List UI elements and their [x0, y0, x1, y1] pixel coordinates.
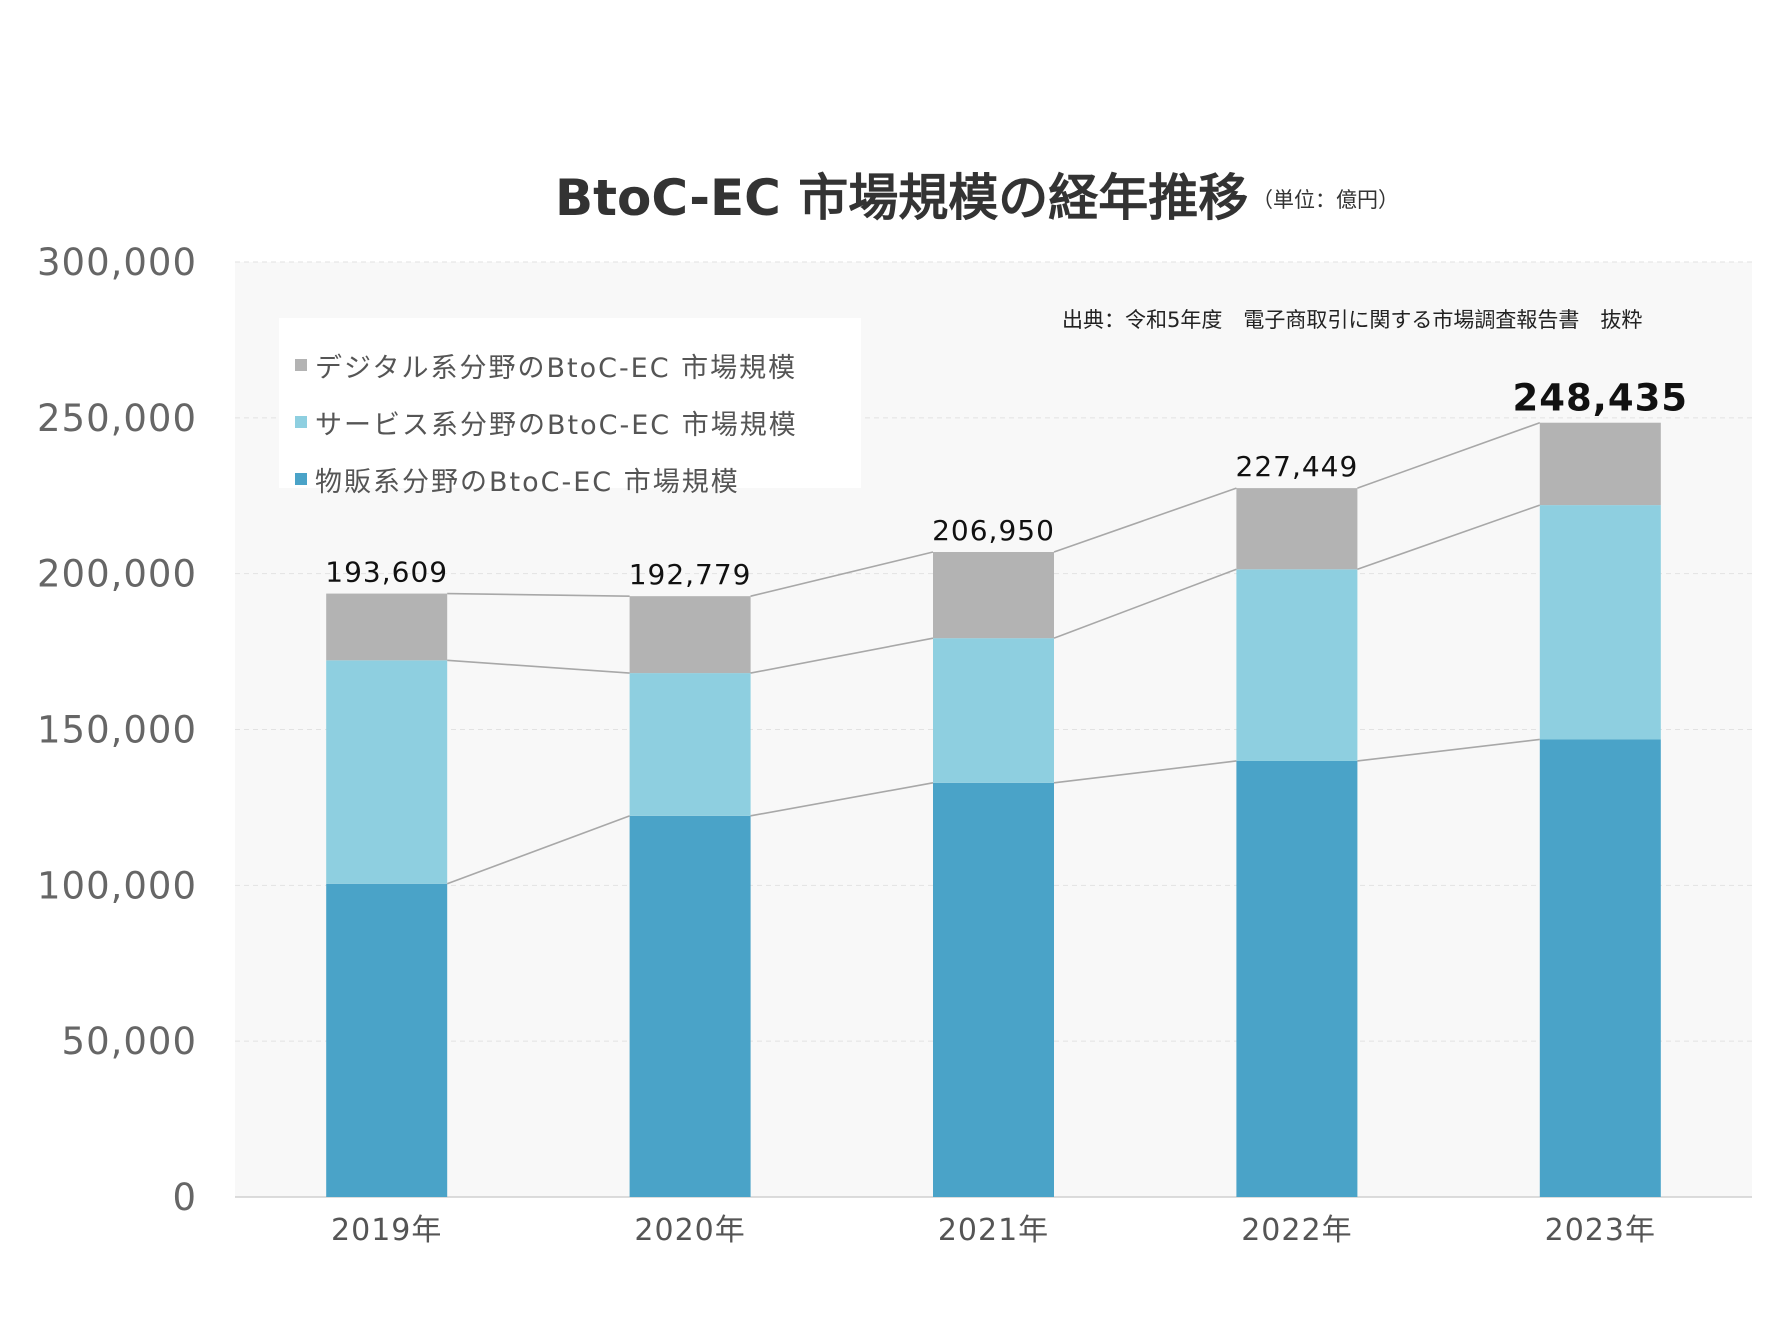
bar-segment — [326, 593, 448, 661]
total-data-label: 206,950 — [932, 514, 1055, 547]
x-tick-label: 2023年 — [1545, 1213, 1656, 1248]
bar-segment — [1236, 569, 1358, 761]
connector-line — [447, 659, 630, 674]
connector-line — [750, 782, 934, 817]
bar-segment — [933, 782, 1054, 1197]
connector-line — [446, 815, 630, 885]
legend-label-goods: 物販系分野のBtoC-EC 市場規模 — [315, 466, 740, 498]
y-tick-label: 250,000 — [37, 397, 197, 440]
chart-title: BtoC-EC 市場規模の経年推移 — [555, 169, 1249, 227]
bar-segment — [933, 638, 1054, 783]
bar-segment — [1236, 488, 1358, 570]
bar-segment — [629, 673, 751, 816]
total-data-label: 192,779 — [629, 558, 752, 591]
legend-item-digital: デジタル系分野のBtoC-EC 市場規模 — [295, 345, 797, 385]
x-tick-label: 2022年 — [1241, 1213, 1352, 1248]
total-data-label: 193,609 — [325, 556, 448, 589]
bar-segment — [933, 552, 1054, 639]
connector-line — [1053, 760, 1237, 784]
connector-line — [750, 637, 934, 674]
total-data-label: 248,435 — [1513, 377, 1689, 420]
y-tick-label: 0 — [172, 1176, 197, 1219]
legend-item-goods: 物販系分野のBtoC-EC 市場規模 — [295, 459, 740, 499]
legend-item-service: サービス系分野のBtoC-EC 市場規模 — [295, 402, 798, 442]
y-tick-label: 150,000 — [37, 709, 197, 752]
total-data-label: 227,449 — [1236, 450, 1359, 483]
source-note: 出典：令和5年度 電子商取引に関する市場調査報告書 抜粋 — [1062, 308, 1643, 332]
bar-segment — [629, 815, 751, 1197]
connector-line — [750, 551, 934, 597]
connector-line — [1357, 504, 1541, 571]
legend-label-service: サービス系分野のBtoC-EC 市場規模 — [315, 409, 798, 441]
bar-segment — [1539, 739, 1661, 1197]
connector-line — [1053, 487, 1237, 553]
x-tick-label: 2020年 — [634, 1213, 745, 1248]
bar-segment — [326, 883, 448, 1197]
unit-note: （単位：億円） — [1252, 188, 1399, 212]
legend-swatch-digital — [295, 359, 307, 371]
connector-line — [1357, 738, 1540, 762]
y-tick-label: 100,000 — [37, 864, 197, 907]
y-tick-label: 50,000 — [62, 1020, 197, 1063]
legend: デジタル系分野のBtoC-EC 市場規模 サービス系分野のBtoC-EC 市場規… — [279, 318, 861, 498]
bar-segment — [1539, 505, 1661, 740]
x-tick-label: 2021年 — [938, 1213, 1049, 1248]
legend-label-digital: デジタル系分野のBtoC-EC 市場規模 — [315, 352, 798, 384]
bar-segment — [1539, 422, 1661, 506]
x-tick-label: 2019年 — [331, 1213, 442, 1248]
legend-swatch-goods — [295, 473, 307, 485]
connector-line — [447, 592, 630, 597]
bar-segment — [326, 660, 448, 884]
y-tick-label: 200,000 — [37, 553, 197, 596]
connector-line — [1053, 568, 1237, 639]
y-tick-label: 300,000 — [37, 241, 197, 284]
legend-swatch-service — [295, 416, 307, 428]
connector-line — [1357, 421, 1541, 489]
bar-segment — [629, 596, 751, 674]
bar-segment — [1236, 760, 1358, 1197]
